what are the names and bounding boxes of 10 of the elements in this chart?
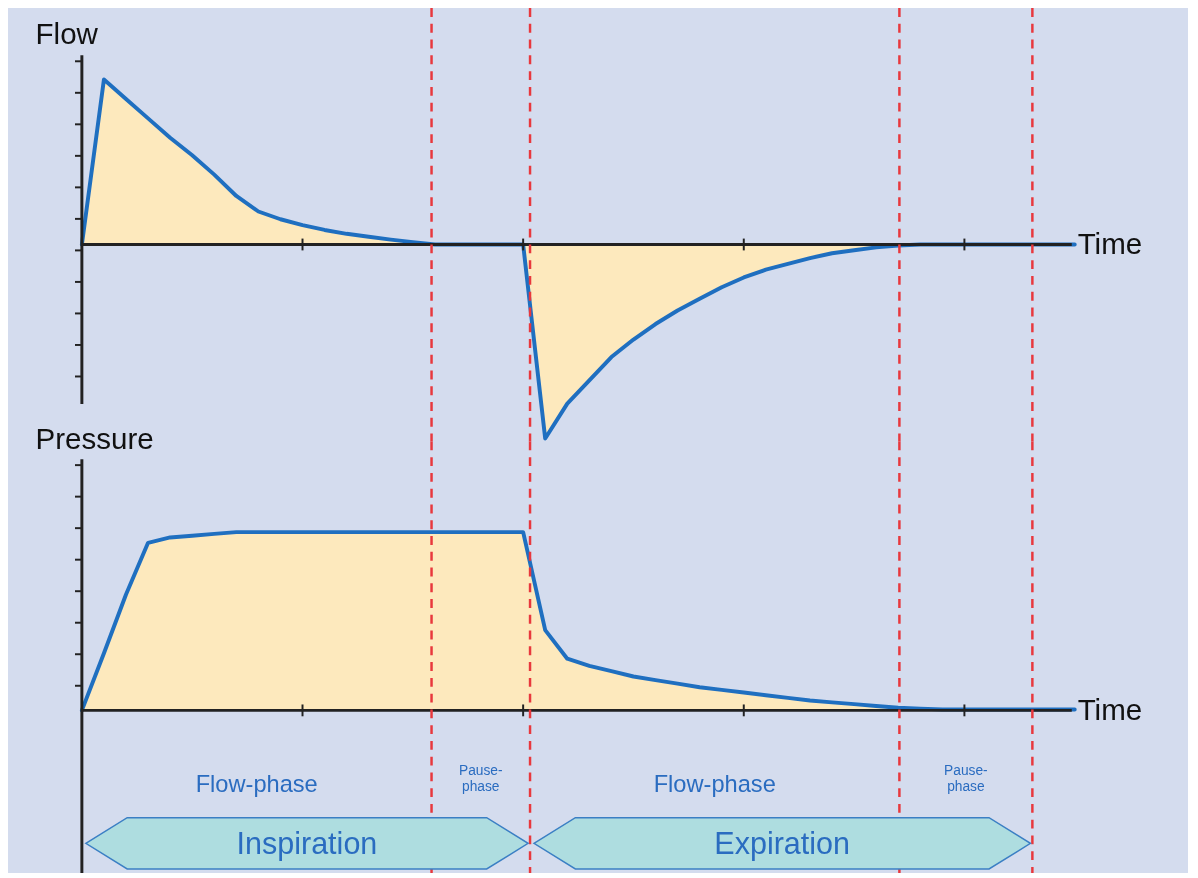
text: Inspiration — [236, 826, 378, 862]
x-axis-title: Time — [1077, 693, 1143, 727]
y-axis-title: Flow — [35, 16, 99, 50]
text: Pause-phase — [944, 763, 988, 795]
y-axis-title: Pressure — [35, 422, 154, 456]
text: Expiration — [714, 826, 851, 862]
text: Flow-phase — [653, 771, 776, 798]
text: Pause-phase — [458, 763, 503, 795]
x-axis-title: Time — [1077, 227, 1143, 261]
text: Flow-phase — [195, 771, 318, 798]
